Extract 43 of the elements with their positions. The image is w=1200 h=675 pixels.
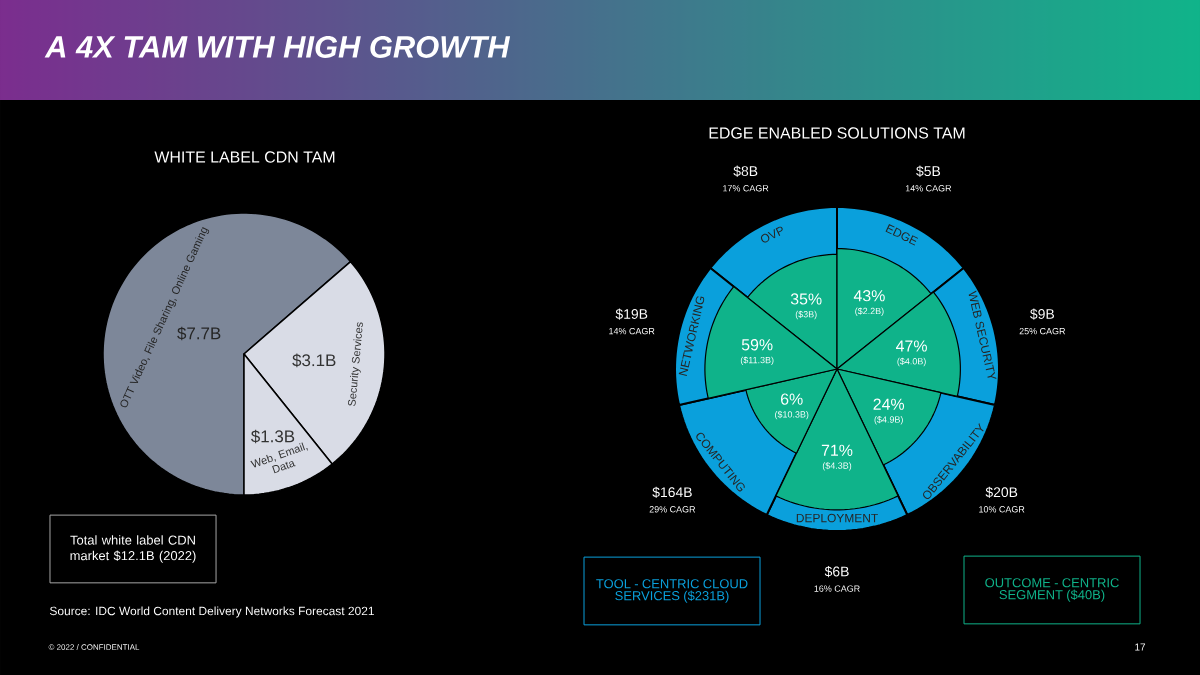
data-label: 6% [781,393,803,405]
data-label: 16% CAGR [814,585,860,592]
data-label: 35% [790,293,822,305]
data-label: $1.3B [251,429,295,444]
data-label: ($3B) [795,310,817,320]
data-label: ($11.3B) [740,356,774,366]
source-note: Source: IDC World Content Delivery Networks Forecast 2021 [49,606,374,618]
data-label: $3.1B [292,353,336,368]
data-label: ($4.0B) [897,357,926,367]
data-label: $19B [615,308,648,320]
text: TOOL - CENTRIC CLOUD SERVICES ($231B) [596,579,748,603]
text: OUTCOME - CENTRIC SEGMENT ($40B) [985,578,1119,602]
data-label: 71% [821,444,853,456]
data-label: 14% CAGR [905,185,952,192]
data-label: 59% [741,339,773,351]
data-label: 25% CAGR [1019,327,1066,335]
slice-label: Web, Email, Data [250,442,308,474]
data-label: ($10.3B) [775,410,809,420]
category-label: DEPLOYMENT [796,513,878,523]
data-label: $8B [733,165,758,177]
text: EDGE ENABLED SOLUTIONS TAM [709,127,965,139]
category-label: OVP [760,226,783,243]
data-label: $7.7B [177,326,221,341]
data-label: 17% CAGR [723,185,769,192]
data-label: ($2.2B) [855,307,884,316]
data-label: ($4.9B) [874,415,903,425]
data-label: 47% [895,340,927,352]
chart-title: A 4X TAM WITH HIGH GROWTH [44,36,511,58]
chart-subtitle: WHITE LABEL CDN TAM [154,151,335,163]
data-label: $20B [985,486,1018,498]
data-label: 24% [873,398,905,410]
data-label: $164B [652,486,692,498]
data-label: 29% CAGR [649,506,696,513]
data-label: 10% CAGR [979,506,1025,513]
slice-label: Security Services [348,322,363,407]
data-label: $6B [824,565,849,578]
data-label: $9B [1030,308,1055,320]
data-label: 43% [853,290,885,302]
data-label: ($4.3B) [822,462,852,471]
data-label: $5B [916,165,941,177]
text: 17 [1135,643,1146,651]
data-label: 14% CAGR [609,327,655,335]
text: Total white label CDN market $12.1B (2022) [70,535,196,563]
